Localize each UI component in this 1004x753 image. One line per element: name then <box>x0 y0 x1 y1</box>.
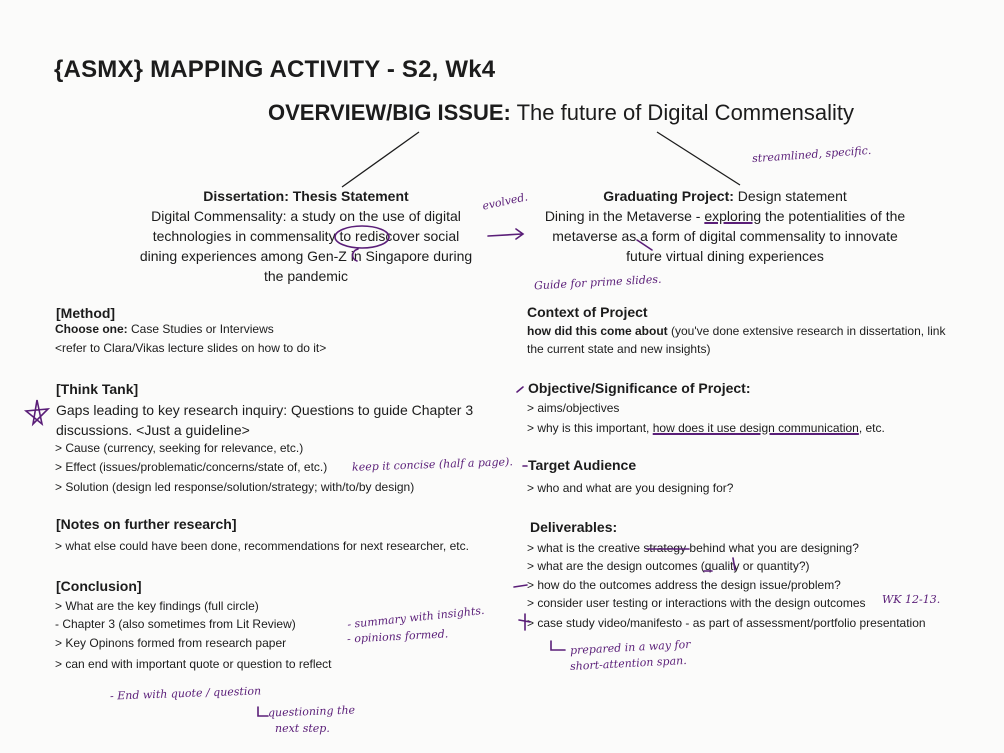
think-tank-gaps: Gaps leading to key research inquiry: Qu… <box>56 402 474 418</box>
annotation-guide: Guide for prime slides. <box>533 272 662 293</box>
think-tank-item: > Solution (design led response/solution… <box>55 480 415 494</box>
objective-item-post: , etc. <box>858 421 885 435</box>
connector-right-line <box>656 131 741 186</box>
objective-underlined-text: how does it use design communication <box>652 421 859 435</box>
context-line-rest: (you've done extensive research in disse… <box>667 324 946 338</box>
annotation-end-quote: - End with quote / question <box>109 684 262 703</box>
annotation-concise: keep it concise (half a page). <box>351 455 514 474</box>
graduating-block: Graduating Project: Design statement Din… <box>527 186 923 266</box>
dissertation-line: the pandemic <box>263 268 349 284</box>
conclusion-title: [Conclusion] <box>56 578 142 594</box>
dissertation-block: Dissertation: Thesis Statement Digital C… <box>128 186 484 286</box>
graduating-heading-rest: Design statement <box>733 188 847 204</box>
objective-item: > why is this important, how does it use… <box>527 419 885 438</box>
overview-heading: OVERVIEW/BIG ISSUE: The future of Digita… <box>268 100 854 126</box>
graduating-line: future virtual dining experiences <box>626 248 824 264</box>
conclusion-item: > What are the key findings (full circle… <box>55 599 259 613</box>
objective-item: > aims/objectives <box>527 401 620 415</box>
context-line-bold: how did this come about <box>527 324 668 338</box>
method-title: [Method] <box>56 305 116 321</box>
annotation-streamlined: streamlined, specific. <box>751 143 872 166</box>
conclusion-item: - Chapter 3 (also sometimes from Lit Rev… <box>55 617 296 631</box>
graduating-line-pre: Dining in the Metaverse - <box>544 208 705 224</box>
method-choose-rest: Case Studies or Interviews <box>127 322 274 336</box>
arrow-questioning <box>257 706 269 717</box>
conclusion-item: > Key Opinons formed from research paper <box>55 636 287 650</box>
annotation-attention: short-attention span. <box>569 653 687 674</box>
overview-text: The future of Digital Commensality <box>516 100 855 125</box>
notes-text: > what else could have been done, recomm… <box>55 539 469 553</box>
annotation-questioning: questioning the <box>267 703 356 720</box>
annotation-summary: - summary with insights. <box>346 603 486 632</box>
dissertation-line: Digital Commensality: a study on the use… <box>151 208 461 224</box>
connector-left-line <box>341 131 420 188</box>
think-tank-item: > Effect (issues/problematic/concerns/st… <box>55 460 328 474</box>
deliverables-item: > what is the creative strategy behind w… <box>527 541 859 555</box>
context-title: Context of Project <box>527 304 648 320</box>
graduating-heading-bold: Graduating Project: <box>603 188 734 204</box>
dash-outcomes <box>513 584 528 588</box>
graduating-underlined-word: exploring <box>704 208 762 224</box>
think-tank-gaps: discussions. <Just a guideline> <box>56 422 250 438</box>
think-tank-title: [Think Tank] <box>56 381 139 397</box>
method-refer: <refer to Clara/Vikas lecture slides on … <box>55 341 327 355</box>
annotation-next-step: next step. <box>275 722 330 735</box>
context-line: the current state and new insights) <box>527 342 711 356</box>
objective-title: Objective/Significance of Project: <box>528 380 751 396</box>
dash-objective <box>516 386 524 393</box>
think-tank-item: > Cause (currency, seeking for relevance… <box>55 441 304 455</box>
graduating-heading: Graduating Project: Design statement <box>527 186 923 206</box>
target-item: > who and what are you designing for? <box>527 481 734 495</box>
method-choose-bold: Choose one: <box>55 322 128 336</box>
annotation-evolved: evolved. <box>481 190 529 213</box>
graduating-line: Dining in the Metaverse - exploring the … <box>527 206 923 226</box>
deliverables-item: > what are the design outcomes (quality … <box>527 559 810 573</box>
annotation-week: WK 12-13. <box>882 593 941 606</box>
deliverables-item: > case study video/manifesto - as part o… <box>527 616 926 630</box>
page-title: {ASMX} MAPPING ACTIVITY - S2, Wk4 <box>54 56 496 83</box>
objective-item-pre: > why is this important, <box>527 421 653 435</box>
overview-label: OVERVIEW/BIG ISSUE: <box>268 100 511 125</box>
arrow-prepared <box>550 640 566 651</box>
context-line: how did this come about (you've done ext… <box>527 322 945 341</box>
dissertation-heading: Dissertation: Thesis Statement <box>203 188 409 204</box>
annotation-opinions: - opinions formed. <box>346 627 449 646</box>
dissertation-line: dining experiences among Gen-Z in Singap… <box>139 248 473 264</box>
graduating-line-post: the potentialities of the <box>761 208 906 224</box>
method-choose: Choose one: Case Studies or Interviews <box>55 320 274 339</box>
notes-title: [Notes on further research] <box>56 516 237 532</box>
graduating-line: metaverse as a form of digital commensal… <box>552 228 898 244</box>
deliverables-item: > how do the outcomes address the design… <box>527 578 841 592</box>
dissertation-line: technologies in commensality to rediscov… <box>152 228 460 244</box>
arrow-evolved-icon <box>487 228 525 240</box>
star-icon <box>23 399 51 427</box>
conclusion-item: > can end with important quote or questi… <box>55 657 332 671</box>
target-title: Target Audience <box>528 457 637 473</box>
deliverables-item: > consider user testing or interactions … <box>527 596 866 610</box>
deliverables-title: Deliverables: <box>530 519 618 535</box>
